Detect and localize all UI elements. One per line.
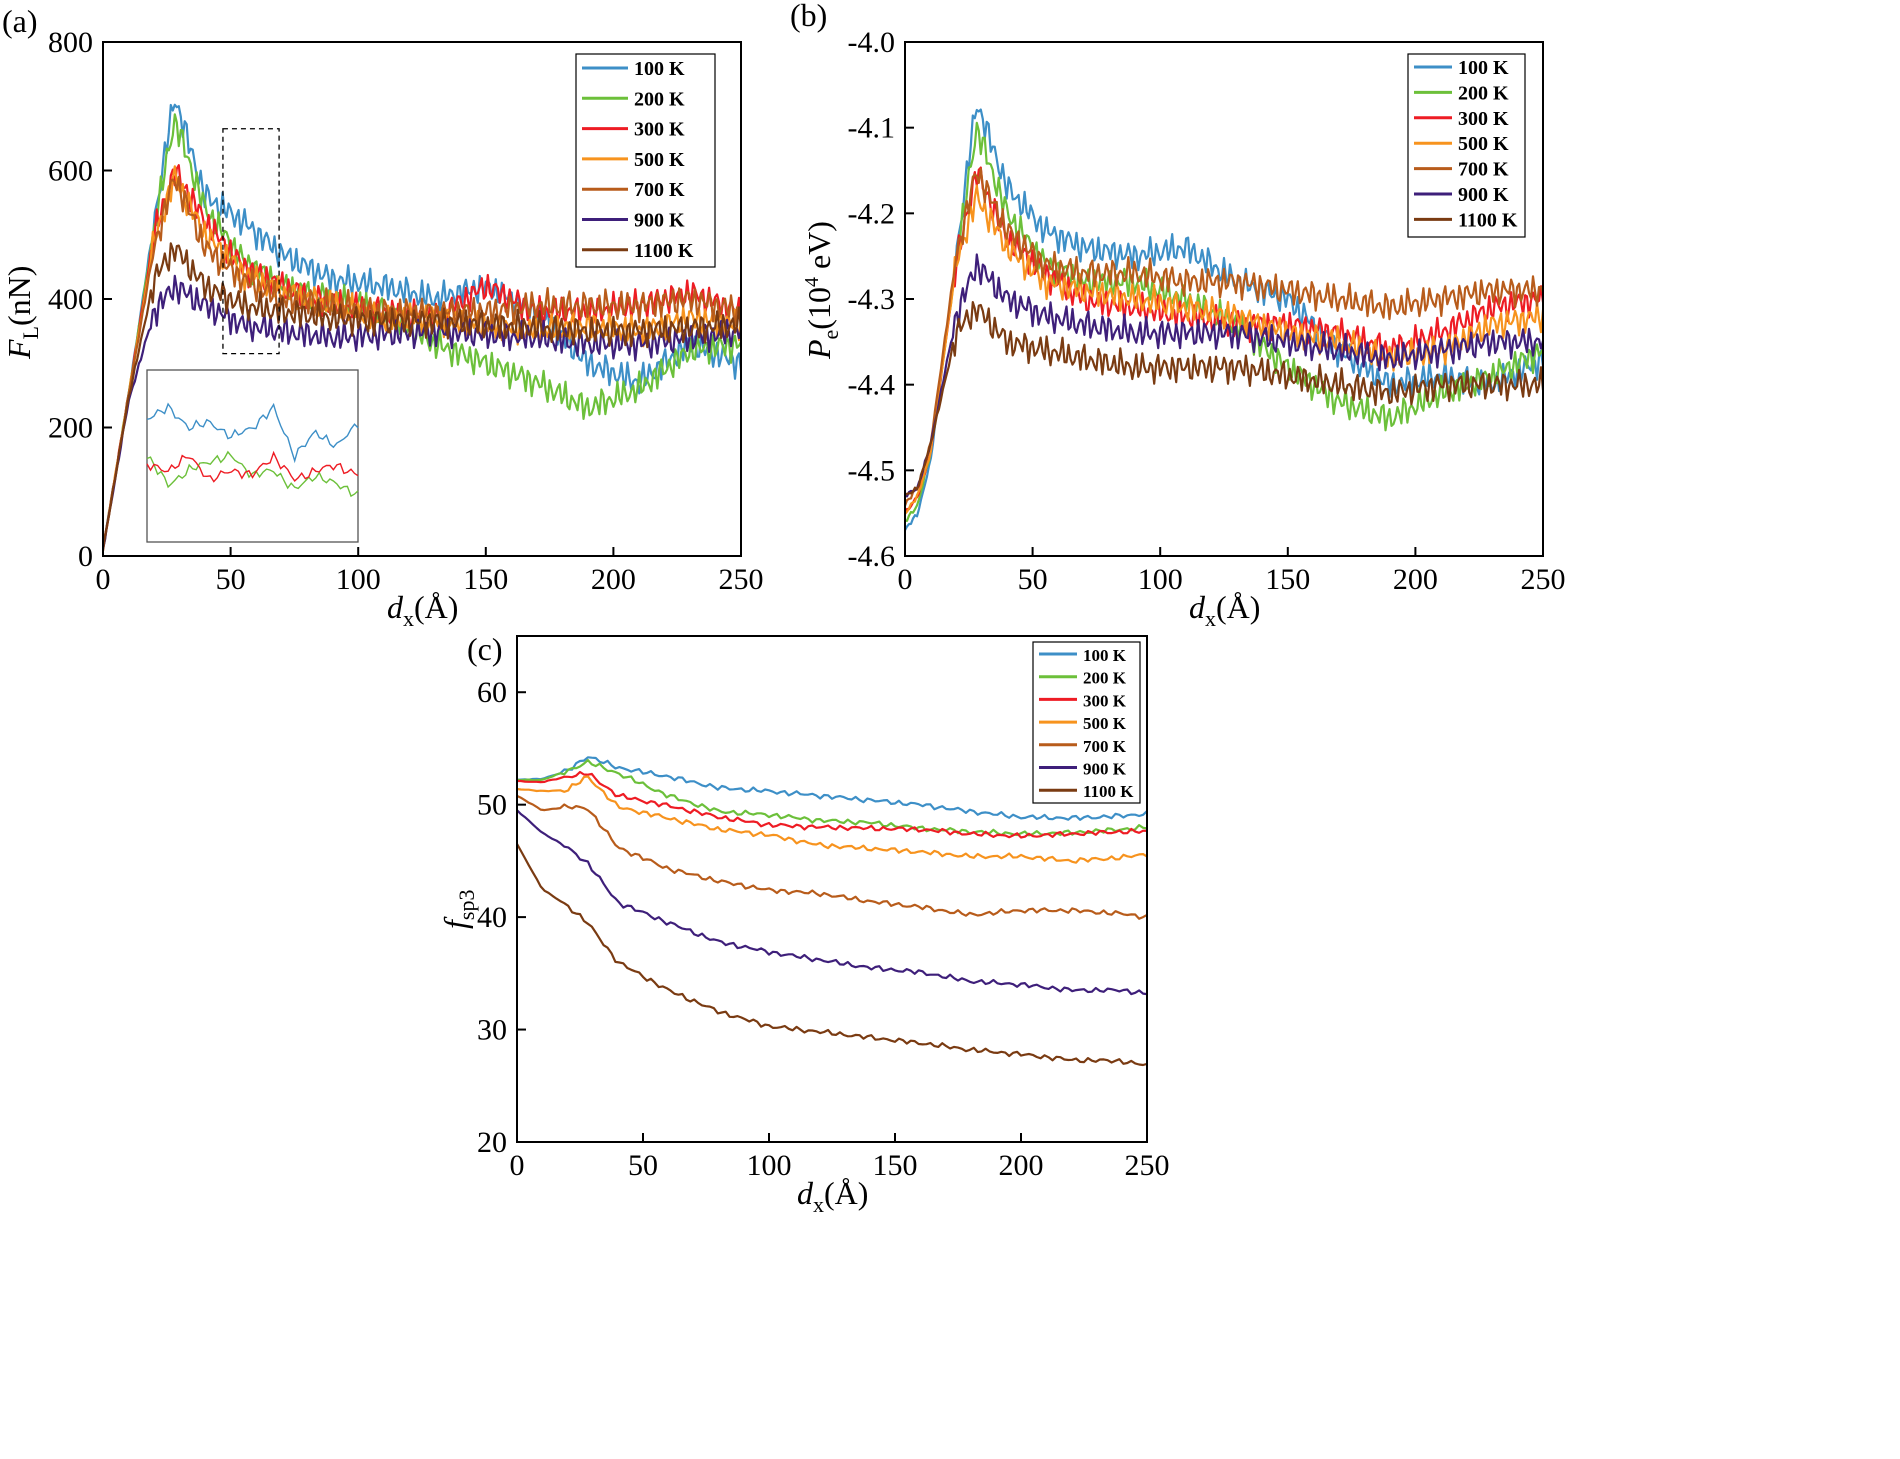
x-tick-label: 200 — [1393, 563, 1438, 596]
legend-label: 700 K — [1083, 737, 1127, 756]
legend-label: 1100 K — [634, 240, 694, 262]
y-tick-label: -4.0 — [848, 26, 896, 59]
inset-series-line — [146, 402, 359, 464]
panel-label: (a) — [2, 3, 38, 39]
legend-label: 200 K — [1458, 82, 1509, 104]
panel-label: (c) — [467, 631, 503, 667]
inset — [146, 128, 359, 543]
series-line-1100k — [905, 301, 1543, 497]
panel-label: (b) — [790, 0, 827, 33]
x-tick-label: 50 — [628, 1149, 658, 1182]
y-tick-label: 0 — [78, 540, 93, 573]
legend: 100 K 200 K 300 K 500 K 700 K 900 K 1100 K — [1407, 53, 1526, 238]
series-line-1100k — [103, 242, 741, 549]
series-line-700k — [103, 175, 741, 551]
series-line-900k — [517, 809, 1147, 996]
x-axis-label: dx(Å) — [797, 1175, 868, 1217]
y-tick-label: 800 — [48, 26, 93, 59]
series-line-100k — [517, 756, 1147, 821]
y-tick-label: 60 — [477, 676, 507, 709]
inset-frame — [146, 369, 359, 543]
panel-a: (a) 0 50 100 150 200 250 0 200 400 600 800 dx(Å) FL(n… — [1, 3, 764, 631]
y-tick-label: 30 — [477, 1014, 507, 1047]
legend-box — [575, 53, 716, 268]
x-tick-label: 0 — [898, 563, 913, 596]
legend-label: 100 K — [1083, 646, 1127, 665]
x-axis-label: dx(Å) — [1189, 589, 1260, 631]
legend-label: 200 K — [1083, 669, 1127, 688]
y-tick-label: 200 — [48, 412, 93, 445]
legend: 100 K 200 K 300 K 500 K 700 K 900 K 1100 K — [1032, 641, 1141, 804]
x-tick-label: 200 — [591, 563, 636, 596]
y-tick-label: 50 — [477, 789, 507, 822]
x-tick-label: 250 — [1125, 1149, 1170, 1182]
y-axis-label: FL(nN) — [1, 266, 43, 360]
y-axis-label: fsp3 — [437, 890, 479, 929]
zoom-box — [222, 128, 280, 355]
x-tick-label: 150 — [873, 1149, 918, 1182]
legend-label: 300 K — [1083, 691, 1127, 710]
y-tick-label: 40 — [477, 901, 507, 934]
legend-label: 200 K — [634, 88, 685, 110]
x-tick-label: 50 — [216, 563, 246, 596]
legend-label: 1100 K — [1083, 782, 1134, 801]
legend-label: 700 K — [1458, 159, 1509, 181]
series-line-300k — [517, 770, 1147, 839]
y-tick-label: -4.6 — [848, 540, 896, 573]
legend-label: 900 K — [1458, 184, 1509, 206]
series-line-300k — [905, 166, 1543, 514]
y-tick-label: -4.4 — [848, 369, 896, 402]
x-tick-label: 50 — [1018, 563, 1048, 596]
series-line-700k — [517, 794, 1147, 920]
legend-label: 300 K — [634, 119, 685, 141]
x-axis-label: dx(Å) — [387, 589, 458, 631]
legend-label: 500 K — [1083, 714, 1127, 733]
legend: 100 K 200 K 300 K 500 K 700 K 900 K 1100 K — [575, 53, 716, 268]
x-tick-label: 150 — [1265, 563, 1310, 596]
series-group — [905, 108, 1543, 531]
panel-b: (b) 0 50 100 150 200 250 -4.6 -4.5 -4.4 -4.3 -4.2 -4… — [790, 0, 1566, 631]
panel-c: (c) 0 50 100 150 200 250 20 30 40 50 60 dx(Å) fsp3 100… — [437, 631, 1170, 1217]
series-line-100k — [103, 103, 741, 550]
series-line-900k — [905, 253, 1543, 498]
x-tick-label: 100 — [747, 1149, 792, 1182]
x-tick-label: 250 — [719, 563, 764, 596]
series-group — [103, 103, 741, 551]
x-tick-label: 0 — [510, 1149, 525, 1182]
inset-series-line — [146, 450, 359, 483]
x-tick-label: 0 — [96, 563, 111, 596]
x-tick-label: 200 — [999, 1149, 1044, 1182]
series-group — [517, 756, 1147, 1067]
legend-label: 300 K — [1458, 108, 1509, 130]
legend-label: 900 K — [634, 210, 685, 232]
plot-frame — [516, 635, 1148, 1143]
legend-label: 100 K — [1458, 57, 1509, 79]
y-tick-label: -4.1 — [848, 112, 896, 145]
y-tick-label: -4.2 — [848, 197, 896, 230]
legend-label: 1100 K — [1458, 209, 1518, 231]
series-line-900k — [103, 274, 741, 550]
series-line-1100k — [517, 843, 1147, 1067]
x-tick-label: 150 — [463, 563, 508, 596]
legend-label: 100 K — [634, 58, 685, 80]
inset-series-line — [146, 450, 359, 498]
y-tick-label: -4.3 — [848, 283, 896, 316]
y-axis-label: Pe(104 eV) — [801, 221, 843, 360]
legend-label: 700 K — [634, 179, 685, 201]
x-tick-label: 100 — [336, 563, 381, 596]
legend-box — [1407, 53, 1526, 238]
legend-label: 500 K — [1458, 133, 1509, 155]
series-line-700k — [905, 167, 1543, 507]
x-tick-label: 250 — [1521, 563, 1566, 596]
x-tick-label: 100 — [1138, 563, 1183, 596]
y-tick-label: 400 — [48, 283, 93, 316]
y-tick-label: -4.5 — [848, 454, 896, 487]
legend-label: 900 K — [1083, 760, 1127, 779]
y-tick-label: 20 — [477, 1126, 507, 1159]
legend-label: 500 K — [634, 149, 685, 171]
y-tick-label: 600 — [48, 155, 93, 188]
series-line-500k — [517, 775, 1147, 864]
